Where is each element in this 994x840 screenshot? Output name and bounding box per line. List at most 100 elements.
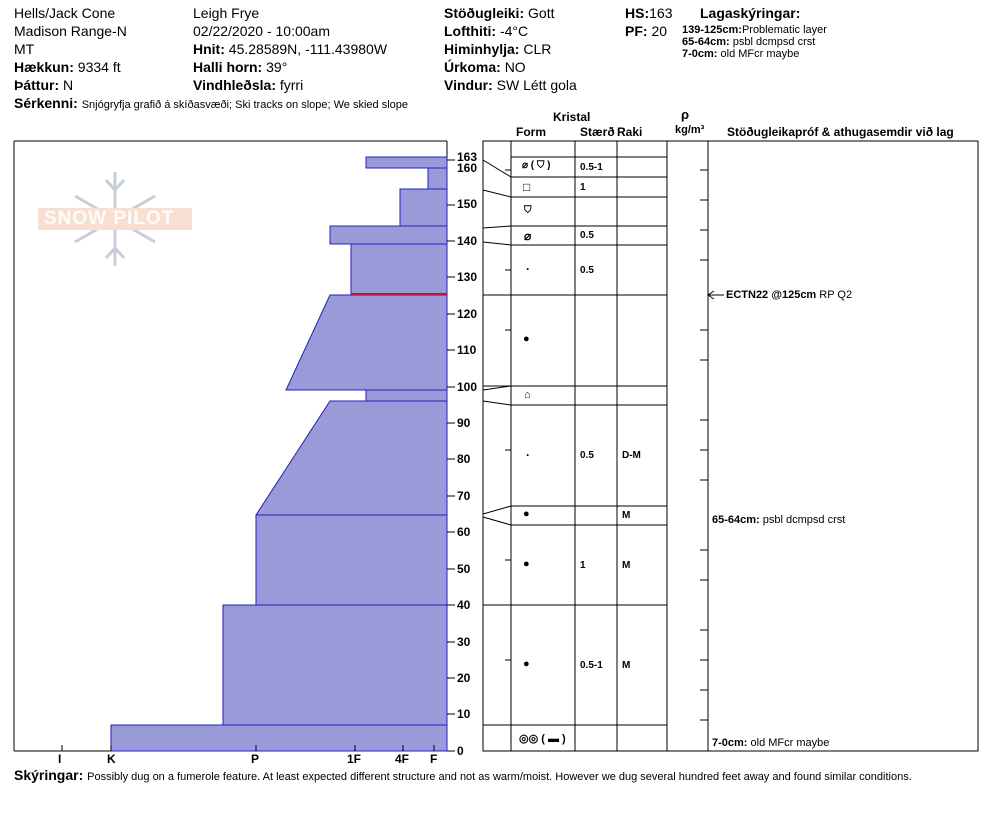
stability-value: Gott (528, 5, 555, 21)
footer-comments: Skýringar: Possibly dug on a fumerole fe… (14, 767, 994, 783)
hs-value: 163 (649, 5, 673, 21)
sky-label: Himinhylja: (444, 41, 520, 57)
height-label: 0 (457, 744, 464, 758)
crystal-size: 0.5-1 (580, 660, 603, 671)
height-label: 50 (457, 562, 471, 576)
height-label: 60 (457, 525, 471, 539)
crystal-form: ● (523, 333, 530, 345)
height-label: 10 (457, 707, 471, 721)
density-unit: kg/m³ (675, 124, 705, 136)
wind-label: Vindur: (444, 77, 493, 93)
layer-comment: 7-0cm: old MFcr maybe (712, 737, 830, 749)
hardness-layer (365, 389, 448, 402)
crystal-form: ◎◎ ( ▬ ) (519, 733, 566, 745)
rho-header: ρ (681, 107, 690, 122)
precip-value: NO (504, 59, 526, 75)
legend-item: 139-125cm:Problematic layer (682, 24, 827, 36)
hardness-label: P (251, 752, 260, 766)
precipitation: Úrkoma: NO (444, 58, 526, 76)
hardness-label: 1F (347, 752, 362, 766)
stability-label: Stöðugleiki: (444, 5, 525, 21)
height-label: 20 (457, 671, 471, 685)
height-label: 130 (457, 270, 478, 284)
logo-text: SNOW PILOT (44, 208, 175, 229)
pf-label: PF: (625, 23, 648, 39)
crystal-table (482, 140, 979, 752)
wind-loading-value: fyrri (279, 77, 304, 93)
moisture-header: Raki (617, 125, 643, 139)
penetration: PF: 20 (625, 22, 667, 40)
coords-label: Hnit: (193, 41, 225, 57)
state-name: MT (14, 41, 35, 57)
form-header: Form (516, 125, 546, 139)
height-label: 30 (457, 635, 471, 649)
hardness-layer (365, 156, 448, 169)
layer-comment: 65-64cm: psbl dcmpsd crst (712, 514, 846, 526)
height-label: 70 (457, 489, 471, 503)
tests-header: Stöðugleikapróf & athugasemdir við lag (727, 125, 954, 139)
legend-list: 139-125cm:Problematic layer 65-64cm: psb… (682, 24, 827, 60)
height-label: 110 (457, 343, 477, 357)
crystal-form: ⛉ (524, 205, 532, 216)
hardness-layer (255, 400, 448, 516)
airtemp-label: Lofthiti: (444, 23, 497, 39)
crystal-form: · (526, 262, 530, 276)
footer-text: Possibly dug on a fumerole feature. At l… (87, 771, 912, 783)
sky-value: CLR (523, 41, 552, 57)
sky-cover: Himinhylja: CLR (444, 40, 551, 58)
hardness-layer (110, 724, 448, 752)
height-label: 80 (457, 452, 471, 466)
snow-height: HS:163 (625, 4, 672, 22)
pf-value: 20 (651, 23, 668, 39)
snowpilot-logo (38, 172, 192, 266)
height-label: 140 (457, 234, 478, 248)
crystal-form: ⌀ ( ⛉ ) (522, 160, 551, 171)
coordinates: Hnit: 45.28589N, -111.43980W (193, 40, 387, 58)
features-value: Snjógryfja grafið á skíðasvæði; Ski trac… (81, 99, 408, 111)
coords-value: 45.28589N, -111.43980W (228, 41, 388, 57)
crystal-size: 0.5 (580, 230, 594, 241)
crystal-size: 0.5-1 (580, 162, 603, 173)
precip-label: Úrkoma: (444, 59, 501, 75)
crystal-form: ● (523, 558, 530, 570)
hardness-layer (350, 243, 448, 296)
height-label: 100 (457, 380, 478, 394)
hardness-layer (427, 167, 448, 190)
height-axis (447, 159, 455, 752)
crystal-size: 0.5 (580, 265, 594, 276)
kristal-header: Kristal (553, 110, 591, 124)
site-name: Hells/Jack Cone (14, 5, 116, 21)
wind-value: SW Létt gola (496, 77, 577, 93)
hardness-label: I (58, 752, 62, 766)
crystal-moisture: M (622, 510, 631, 521)
hardness-layer (285, 294, 448, 391)
crystal-form: □ (523, 180, 531, 194)
features-label: Sérkenni: (14, 95, 78, 111)
crystal-form: · (526, 448, 530, 462)
crystal-size: 1 (580, 182, 586, 193)
crystal-size: 1 (580, 560, 586, 571)
crystal-form: ● (523, 658, 530, 670)
test-code: ECTN22 @125cm (726, 289, 817, 301)
hardness-layer (255, 514, 448, 606)
crystal-moisture: M (622, 660, 631, 671)
datetime: 02/22/2020 - 10:00am (193, 23, 330, 39)
aspect-value: N (63, 77, 74, 93)
hardness-layer (399, 188, 448, 227)
observer: Leigh Frye (193, 5, 260, 21)
legend-title: Lagaskýringar: (700, 5, 801, 21)
footer-label: Skýringar: (14, 767, 84, 783)
wind-loading: Vindhleðsla: fyrri (193, 76, 303, 94)
hardness-layer (222, 604, 448, 726)
aspect-label: Þáttur: (14, 77, 60, 93)
elevation-label: Hækkun: (14, 59, 74, 75)
slope-value: 39° (266, 59, 288, 75)
size-header: Stærð (580, 125, 615, 139)
height-label: 150 (457, 197, 478, 211)
aspect: Þáttur: N (14, 76, 73, 94)
elevation: Hækkun: 9334 ft (14, 58, 121, 76)
elevation-value: 9334 ft (77, 59, 121, 75)
hardness-label: K (107, 752, 116, 766)
airtemp-value: -4°C (499, 23, 529, 39)
